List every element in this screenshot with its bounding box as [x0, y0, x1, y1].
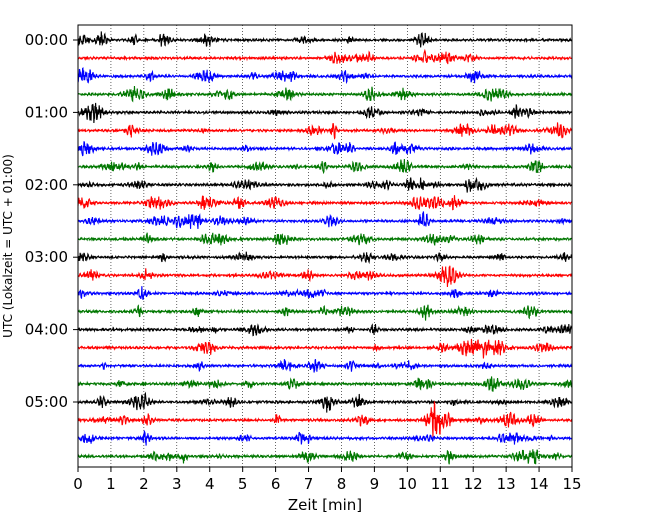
trace-0245 — [77, 232, 573, 246]
plot-frame — [77, 24, 573, 468]
trace-0530 — [77, 429, 573, 446]
x-tick-label: 4 — [205, 475, 215, 493]
x-tick-label: 9 — [370, 475, 380, 493]
x-tick-label: 1 — [106, 475, 116, 493]
x-axis-ticks: 0 1 2 3 4 5 6 7 8 9 10 11 12 13 14 15 — [73, 467, 582, 493]
trace-0545 — [77, 449, 573, 465]
x-tick-label: 11 — [431, 475, 450, 493]
x-tick-label: 15 — [562, 475, 581, 493]
trace-0100 — [77, 102, 573, 124]
trace-0130 — [77, 141, 573, 157]
trace-0115 — [77, 122, 573, 140]
x-tick-label: 3 — [172, 475, 182, 493]
trace-0015 — [77, 48, 573, 65]
trace-0500 — [77, 391, 573, 413]
x-tick-label: 2 — [139, 475, 149, 493]
y-tick-label: 02:00 — [25, 176, 68, 194]
trace-0415 — [77, 338, 573, 359]
x-tick-label: 12 — [464, 475, 483, 493]
trace-0345 — [77, 304, 573, 321]
trace-0045 — [77, 86, 573, 103]
y-axis-ticks: 00:00 01:00 02:00 03:00 04:00 05:00 — [25, 31, 78, 411]
trace-0315 — [77, 265, 573, 288]
trace-0145 — [77, 159, 573, 175]
trace-0515 — [77, 401, 573, 438]
trace-0030 — [77, 67, 573, 85]
x-tick-label: 0 — [73, 475, 83, 493]
trace-0400 — [77, 323, 573, 337]
x-tick-label: 7 — [304, 475, 314, 493]
y-tick-label: 01:00 — [25, 103, 68, 121]
trace-0430 — [77, 358, 573, 373]
y-tick-label: 04:00 — [25, 321, 68, 339]
x-tick-label: 6 — [271, 475, 281, 493]
x-tick-label: 8 — [337, 475, 347, 493]
trace-0200 — [77, 176, 573, 193]
seismic-traces — [77, 31, 573, 465]
x-tick-label: 5 — [238, 475, 248, 493]
x-tick-label: 13 — [497, 475, 516, 493]
trace-0445 — [77, 376, 573, 392]
y-tick-label: 05:00 — [25, 393, 68, 411]
trace-0230 — [77, 211, 573, 229]
y-tick-label: 00:00 — [25, 31, 68, 49]
y-tick-label: 03:00 — [25, 248, 68, 266]
trace-0330 — [77, 286, 573, 300]
x-tick-label: 14 — [530, 475, 549, 493]
trace-0000 — [77, 31, 573, 48]
x-tick-label: 10 — [398, 475, 417, 493]
y-axis-label: UTC (Lokalzeit = UTC + 01:00) — [1, 154, 15, 338]
trace-0215 — [77, 195, 573, 211]
x-axis-label: Zeit [min] — [288, 496, 362, 514]
trace-0300 — [77, 251, 573, 265]
